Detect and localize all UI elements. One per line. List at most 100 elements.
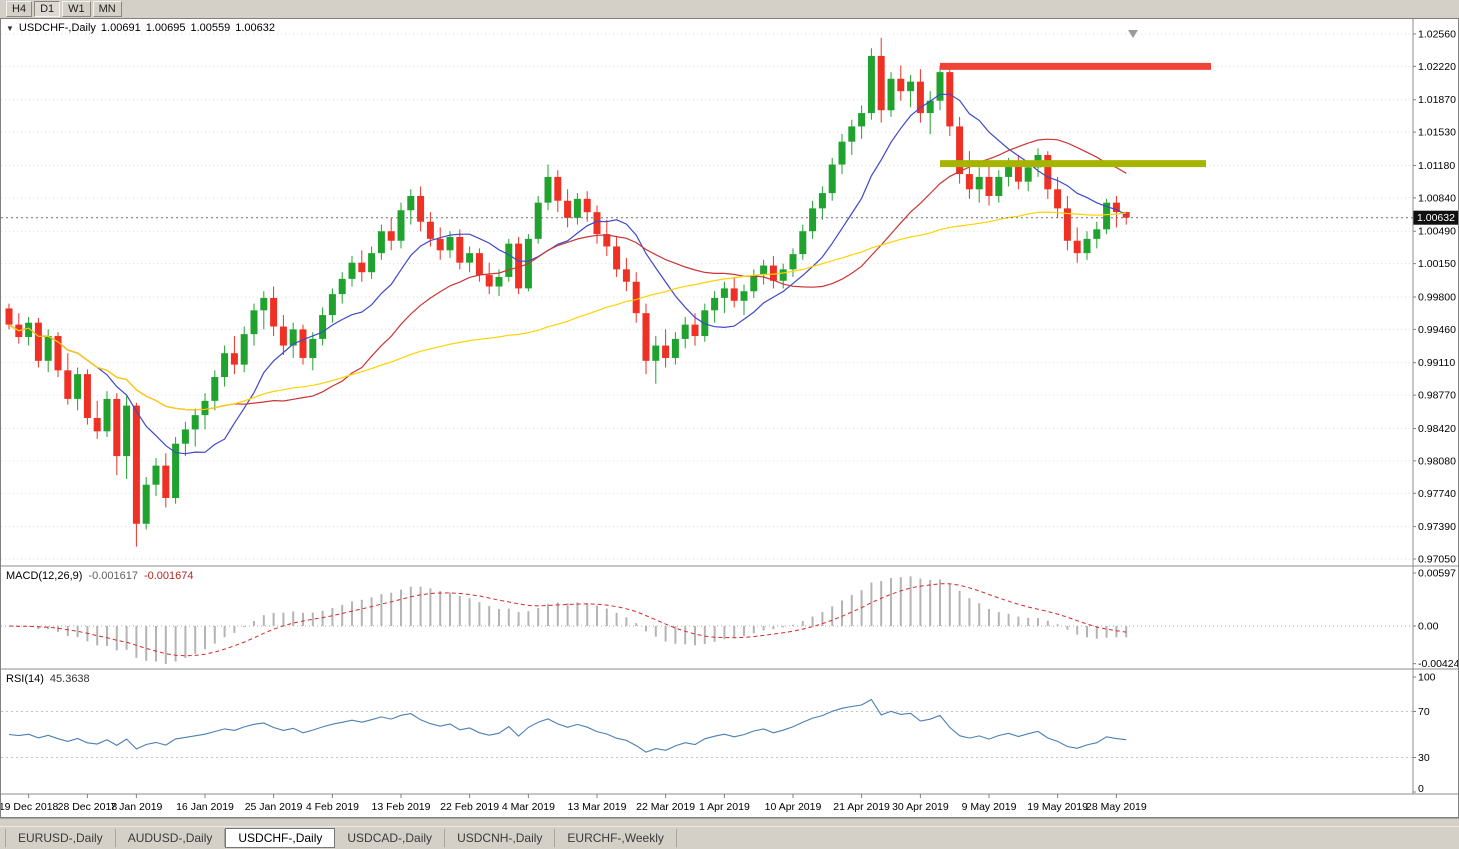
ohlc-open: 1.00691 — [100, 22, 141, 34]
candle-body — [397, 210, 405, 241]
price-axis-label: 0.99110 — [1418, 357, 1455, 369]
candle-body — [456, 236, 464, 263]
candle-body — [691, 324, 699, 337]
date-axis-label: 19 Dec 2018 — [1, 801, 59, 813]
rsi-line — [8, 698, 1127, 753]
candle-body — [789, 254, 797, 270]
tab-eurchf-weekly[interactable]: EURCHF-,Weekly — [555, 829, 677, 847]
candle-body — [1014, 164, 1022, 182]
date-axis-label: 4 Feb 2019 — [306, 801, 359, 813]
candle-body — [485, 275, 493, 287]
last-price-tag — [1413, 210, 1458, 225]
candle-body — [916, 81, 924, 114]
price-axis-label: 1.02560 — [1418, 29, 1456, 41]
date-axis-label: 25 Jan 2019 — [245, 801, 303, 813]
candle-body — [897, 78, 905, 92]
tab-usdcad-daily[interactable]: USDCAD-,Daily — [335, 829, 446, 847]
macd-axis-label: 0.00 — [1418, 621, 1439, 633]
candle-body — [975, 176, 983, 190]
macd-name: MACD(12,26,9) — [6, 570, 83, 582]
candle-body — [858, 113, 866, 127]
candle-body — [299, 329, 307, 358]
candle-body — [1083, 238, 1091, 254]
ma-fast-line — [8, 93, 1127, 455]
candle-body — [64, 370, 72, 399]
candle-body — [93, 417, 101, 432]
chart-shift-marker-icon — [1128, 30, 1138, 38]
macd-value-main: -0.001617 — [88, 570, 138, 582]
candle-body — [211, 377, 219, 401]
tab-audusd-daily[interactable]: AUDUSD-,Daily — [116, 829, 226, 847]
rsi-axis-label: 0 — [1418, 783, 1424, 795]
candle-body — [279, 326, 287, 346]
price-axis-label: 0.97740 — [1418, 488, 1456, 500]
candle-body — [622, 269, 630, 282]
candle-body — [260, 297, 268, 311]
macd-indicator-label: MACD(12,26,9) -0.001617 -0.001674 — [6, 570, 200, 582]
date-axis-label: 13 Mar 2019 — [568, 801, 627, 813]
candle-body — [887, 78, 895, 111]
candle-body — [495, 276, 503, 287]
price-axis-label: 0.99460 — [1418, 324, 1456, 336]
candle-body — [25, 322, 33, 337]
price-axis-label: 1.02220 — [1418, 61, 1456, 73]
date-axis-label: 22 Mar 2019 — [636, 801, 695, 813]
candle-body — [603, 234, 611, 247]
candle-body — [828, 164, 836, 194]
candle-body — [54, 336, 62, 371]
date-axis-label: 21 Apr 2019 — [833, 801, 890, 813]
candle-body — [34, 322, 42, 361]
price-axis-label: 0.98420 — [1418, 423, 1456, 435]
candle-body — [573, 198, 581, 218]
price-axis: 1.02560 1.02220 1.01870 1.01530 1.01180 1.008… — [1413, 29, 1456, 566]
collapse-chart-icon[interactable]: ▼ — [6, 24, 14, 33]
candle-body — [358, 262, 366, 273]
candle-body — [387, 231, 395, 241]
tab-usdcnh-daily[interactable]: USDCNH-,Daily — [445, 829, 556, 847]
candle-body — [534, 202, 542, 239]
candle-body — [250, 310, 258, 335]
candle-body — [926, 100, 934, 114]
candle-body — [162, 465, 170, 499]
date-axis-label: 1 Apr 2019 — [699, 801, 750, 813]
tab-eurusd-daily[interactable]: EURUSD-,Daily — [5, 829, 116, 847]
chart-window: 1.02560 1.02220 1.01870 1.01530 1.01180 1.008… — [0, 18, 1459, 818]
candle-body — [319, 315, 327, 339]
date-axis-label: 28 Dec 2018 — [58, 801, 118, 813]
candles-layer — [5, 37, 1130, 547]
candle-body — [613, 246, 621, 270]
candle-body — [750, 275, 758, 292]
candle-body — [436, 238, 444, 251]
ohlc-high: 1.00695 — [145, 22, 186, 34]
timeframe-mn-button[interactable]: MN — [92, 1, 122, 17]
ma-slow-line — [8, 211, 1127, 411]
candle-body — [848, 126, 856, 142]
ma-layer — [8, 93, 1127, 455]
rsi-name: RSI(14) — [6, 673, 44, 685]
candle-body — [74, 374, 82, 399]
grid-layer — [1, 33, 1413, 560]
candle-body — [377, 231, 385, 254]
candle-body — [1005, 164, 1013, 177]
macd-signal-line — [8, 583, 1127, 657]
date-axis-label: 9 May 2019 — [962, 801, 1017, 813]
price-axis-label: 0.98080 — [1418, 455, 1456, 467]
candle-body — [230, 353, 238, 365]
candle-body — [632, 281, 640, 314]
date-axis-label: 19 May 2019 — [1027, 801, 1088, 813]
candle-body — [417, 195, 425, 222]
candle-body — [446, 236, 454, 251]
candle-body — [103, 398, 111, 432]
timeframe-d1-button[interactable]: D1 — [34, 1, 61, 17]
candle-body — [1054, 189, 1062, 209]
candle-body — [681, 324, 689, 339]
candle-body — [564, 200, 572, 218]
macd-axis-label: 0.00597 — [1418, 567, 1456, 579]
candle-body — [730, 288, 738, 301]
date-axis-label: 10 Apr 2019 — [765, 801, 822, 813]
tab-usdchf-daily[interactable]: USDCHF-,Daily — [225, 828, 336, 848]
chart-canvas[interactable]: 1.02560 1.02220 1.01870 1.01530 1.01180 1.008… — [1, 19, 1458, 817]
timeframe-h4-button[interactable]: H4 — [6, 1, 33, 17]
timeframe-w1-button[interactable]: W1 — [62, 1, 91, 17]
candle-body — [1063, 208, 1071, 241]
